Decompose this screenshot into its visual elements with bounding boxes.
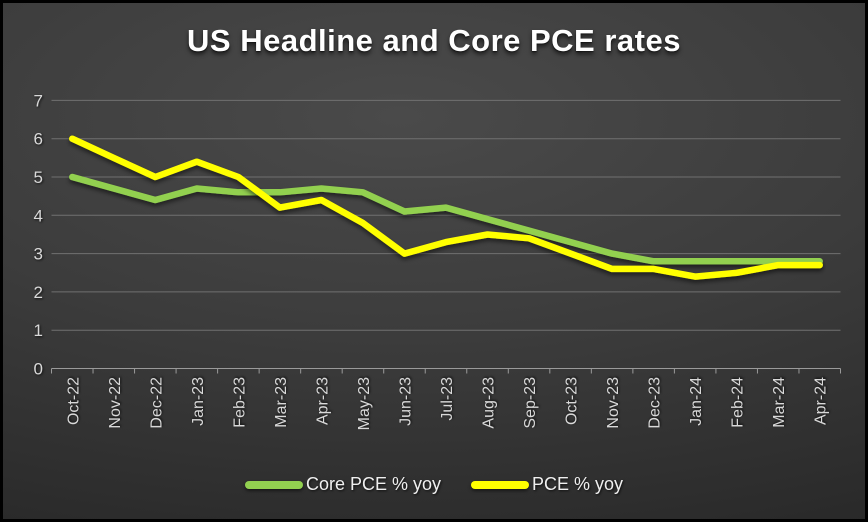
x-axis-label: Apr-24: [813, 377, 830, 425]
x-axis-label: Nov-22: [107, 377, 124, 429]
pce-yoy-line: [69, 135, 823, 280]
legend-label-pce: PCE % yoy: [532, 474, 624, 494]
x-axis-label: Jun-23: [397, 377, 414, 426]
x-axis-label: Feb-24: [730, 377, 747, 428]
x-axis-label: Apr-23: [314, 377, 331, 425]
y-axis-label: 2: [34, 283, 43, 302]
legend: Core PCE % yoy PCE % yoy: [3, 474, 865, 495]
pce-swatch-icon: [471, 480, 529, 489]
y-axis-label: 4: [34, 206, 43, 225]
y-axis-label: 0: [34, 360, 43, 379]
chart-title: US Headline and Core PCE rates: [187, 23, 681, 58]
legend-item-pce: PCE % yoy: [471, 474, 623, 495]
x-axis-label: May-23: [356, 377, 373, 430]
x-axis-label: Aug-23: [481, 377, 498, 429]
legend-label-core-pce: Core PCE % yoy: [305, 474, 441, 494]
y-axis-label: 5: [34, 168, 43, 187]
y-axis-label: 7: [34, 91, 43, 110]
core-pce-swatch-icon: [244, 480, 303, 489]
y-axis-label: 6: [34, 130, 43, 149]
plot-area: 0 1 2 3 4 5 6 7 Oct-22 Nov-22 Dec-22 Jan-23 Feb-23 Ma…: [34, 91, 841, 430]
x-axis-label: Sep-23: [522, 377, 539, 429]
x-axis-label: Oct-23: [564, 377, 581, 425]
y-axis-label: 1: [34, 321, 43, 340]
x-axis-label: Mar-23: [273, 377, 290, 428]
x-axis-label: Jan-23: [190, 377, 207, 426]
x-axis-label: Dec-23: [647, 377, 664, 429]
x-axis-label: Nov-23: [605, 377, 622, 429]
x-axis-label: Dec-22: [148, 377, 165, 429]
x-axis-label: Feb-23: [231, 377, 248, 428]
legend-item-core-pce: Core PCE % yoy: [244, 474, 441, 495]
y-axis-label: 3: [34, 245, 43, 264]
core-pce-yoy-line: [69, 173, 823, 265]
x-axis-label: Jul-23: [439, 377, 456, 421]
x-axis-label: Jan-24: [688, 377, 705, 426]
x-axis-label: Mar-24: [771, 377, 788, 428]
x-axis-label: Oct-22: [65, 377, 82, 425]
